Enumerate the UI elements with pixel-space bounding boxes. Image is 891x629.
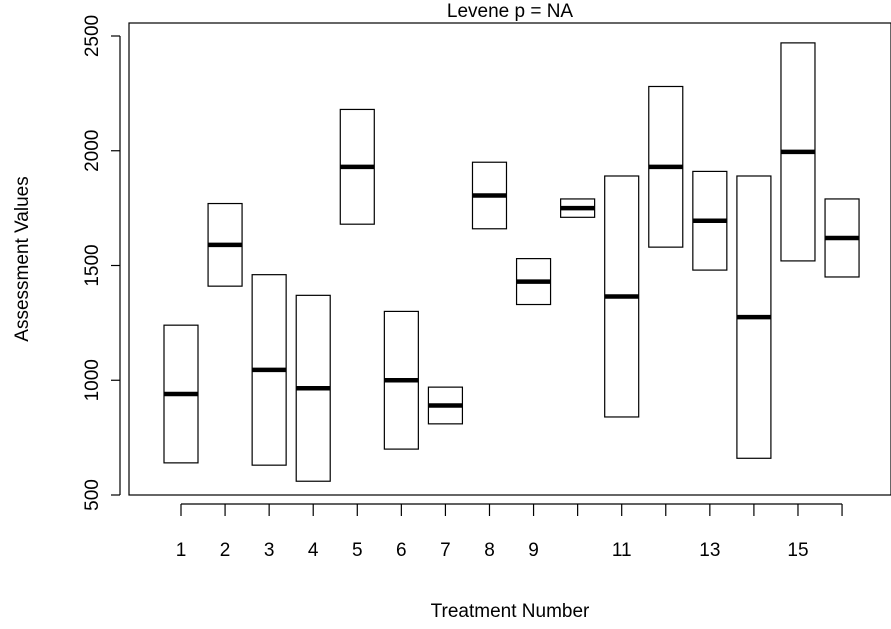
x-tick-label: 7: [440, 540, 451, 561]
x-tick-label: 2: [220, 540, 231, 561]
x-tick-label: 6: [396, 540, 407, 561]
x-axis-label: Treatment Number: [431, 601, 590, 622]
x-tick-label: 13: [699, 540, 720, 561]
x-tick-label: 15: [787, 540, 808, 561]
x-tick-label: 8: [484, 540, 495, 561]
x-tick-label: 9: [528, 540, 539, 561]
x-tick-label: 1: [176, 540, 187, 561]
chart-title: Levene p = NA: [447, 1, 574, 22]
y-tick-label: 2000: [82, 130, 103, 172]
y-tick-label: 2500: [82, 15, 103, 57]
x-tick-label: 3: [264, 540, 275, 561]
y-tick-label: 500: [82, 479, 103, 511]
x-tick-label: 11: [612, 540, 632, 561]
x-tick-label: 4: [308, 540, 319, 561]
plot-frame: [128, 22, 891, 496]
x-axis: 1 2 3 4 5 6 7 8 9 11 13 15: [176, 503, 843, 561]
y-tick-label: 1000: [82, 359, 103, 401]
y-tick-label: 1500: [82, 244, 103, 286]
x-tick-label: 5: [352, 540, 363, 561]
y-axis: 500 1000 1500 2000 2500: [82, 15, 121, 511]
box-series: [163, 42, 860, 482]
y-axis-label: Assessment Values: [12, 176, 33, 341]
